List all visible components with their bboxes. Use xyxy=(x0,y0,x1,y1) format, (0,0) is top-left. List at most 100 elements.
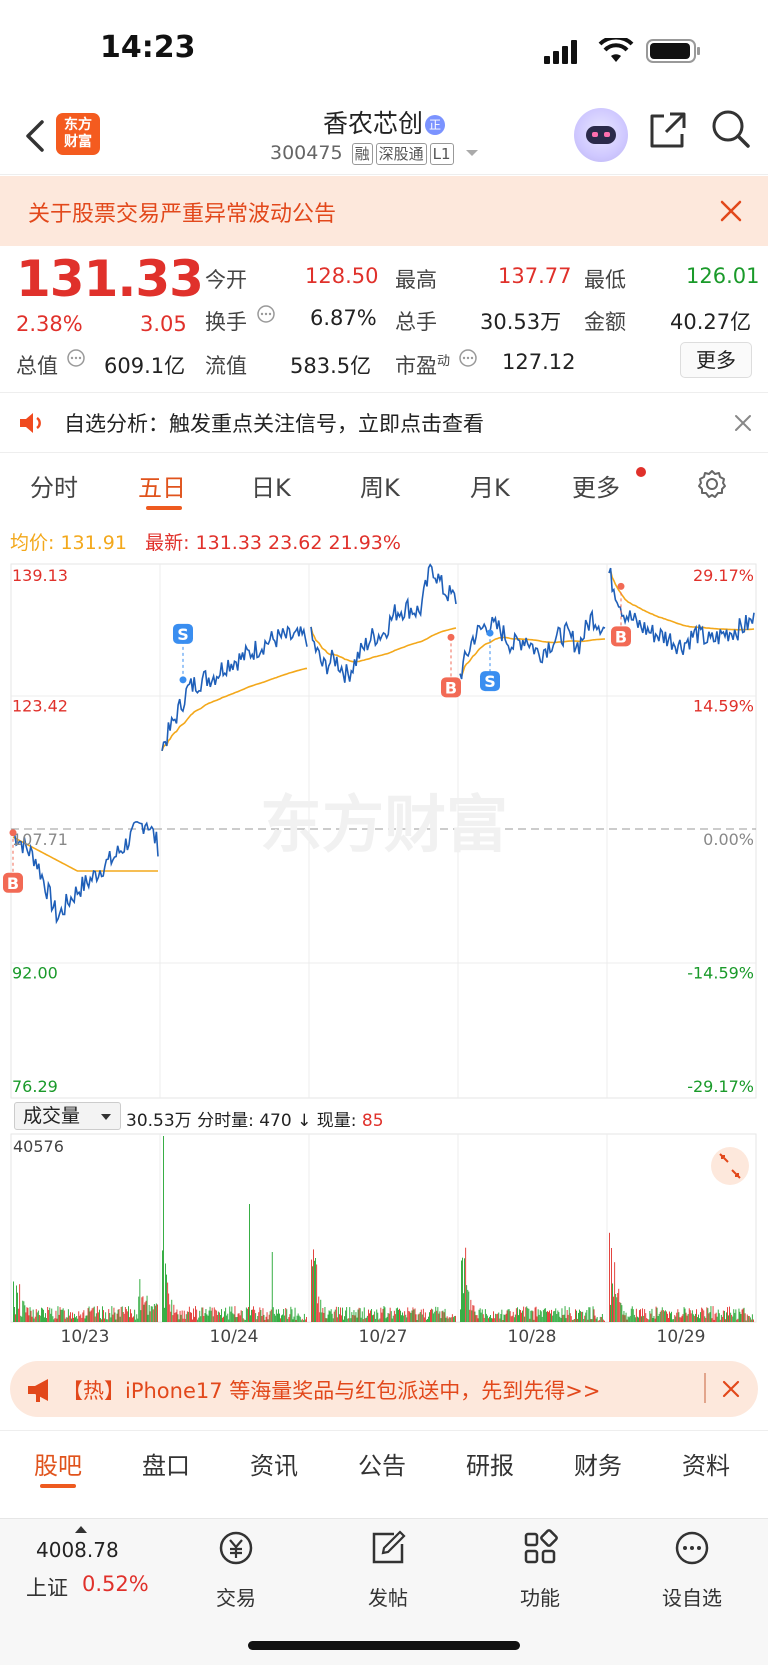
tab-profile[interactable]: 资料 xyxy=(682,1452,730,1480)
volume-bar xyxy=(482,1314,484,1322)
info-icon[interactable] xyxy=(256,304,276,324)
tab-week-k[interactable]: 周K xyxy=(360,474,400,502)
volume-bar xyxy=(424,1312,426,1322)
mcap-label: 总值 xyxy=(16,354,58,378)
tab-intraday[interactable]: 分时 xyxy=(30,474,78,502)
stock-header: 东方 财富 香农芯创正 300475 融深股通 L1 xyxy=(0,100,768,175)
sell-signal-badge[interactable] xyxy=(480,671,500,692)
volume-bar xyxy=(432,1309,434,1322)
volume-bar xyxy=(347,1318,349,1322)
volume-bar xyxy=(301,1318,303,1322)
tab-announcements[interactable]: 公告 xyxy=(358,1452,406,1480)
volume-bar xyxy=(386,1316,388,1322)
more-dots-icon[interactable] xyxy=(672,1528,712,1568)
promo-text[interactable]: 【热】iPhone17 等海量奖品与红包派送中，先到先得>> xyxy=(62,1379,601,1403)
stock-subline[interactable]: 300475 融深股通 L1 xyxy=(270,142,480,165)
volume-bar xyxy=(745,1320,747,1322)
tab-research[interactable]: 研报 xyxy=(466,1452,514,1480)
volume-bar xyxy=(640,1309,641,1322)
tab-day-k[interactable]: 日K xyxy=(251,474,291,502)
expand-button[interactable] xyxy=(711,1147,749,1185)
volume-bar xyxy=(96,1306,98,1322)
tab-more[interactable]: 更多 xyxy=(572,474,620,502)
footer-post[interactable]: 发帖 xyxy=(368,1586,408,1610)
volume-bar xyxy=(120,1307,122,1322)
ai-assistant-avatar[interactable] xyxy=(574,108,628,162)
volume-bar xyxy=(710,1306,712,1322)
tab-orderbook[interactable]: 盘口 xyxy=(142,1452,190,1480)
volume-bar xyxy=(321,1312,323,1322)
analysis-text[interactable]: 自选分析：触发重点关注信号，立即点击查看 xyxy=(64,412,484,436)
tab-news[interactable]: 资讯 xyxy=(250,1452,298,1480)
volume-bar xyxy=(687,1314,689,1322)
volume-bar xyxy=(144,1302,146,1322)
buy-signal-badge[interactable] xyxy=(3,872,23,893)
volume-bar xyxy=(577,1318,578,1322)
info-icon[interactable] xyxy=(66,348,86,368)
volume-bar xyxy=(624,1315,626,1322)
close-icon[interactable] xyxy=(734,414,752,432)
buy-signal-badge[interactable] xyxy=(441,677,461,698)
search-icon[interactable] xyxy=(710,108,752,150)
index-value[interactable]: 4008.78 xyxy=(36,1538,119,1562)
tab-financials[interactable]: 财务 xyxy=(574,1452,622,1480)
volume-bar xyxy=(491,1318,492,1322)
volume-bar xyxy=(292,1319,294,1322)
five-day-price-chart[interactable]: 东方财富 139.13 123.42 107.71 92.00 76.29 29.17% 1… xyxy=(0,556,768,1100)
volume-bar xyxy=(283,1309,285,1322)
tab-month-k[interactable]: 月K xyxy=(470,474,510,502)
footer-trade[interactable]: 交易 xyxy=(216,1586,256,1610)
volume-bar xyxy=(163,1136,164,1322)
close-icon[interactable] xyxy=(720,200,742,222)
volume-bar xyxy=(571,1319,573,1322)
tab-forum[interactable]: 股吧 xyxy=(34,1452,82,1480)
volume-bar xyxy=(368,1309,369,1322)
volume-chart[interactable]: 40576 10/23 10/24 10/27 10/28 10/29 xyxy=(0,1132,768,1350)
expand-up-icon[interactable] xyxy=(74,1524,88,1534)
volume-bar xyxy=(246,1308,248,1322)
index-change[interactable]: 0.52% xyxy=(82,1572,149,1596)
volume-indicator-select[interactable]: 成交量 xyxy=(14,1102,121,1130)
trade-yuan-icon[interactable] xyxy=(216,1528,256,1568)
volume-bar xyxy=(409,1311,411,1322)
compose-post-icon[interactable] xyxy=(368,1528,408,1568)
share-icon[interactable] xyxy=(648,110,688,150)
volume-bar xyxy=(190,1312,191,1322)
apps-grid-icon[interactable] xyxy=(520,1528,560,1568)
footer-functions[interactable]: 功能 xyxy=(520,1586,560,1610)
tab-five-day[interactable]: 五日 xyxy=(138,474,186,502)
more-quote-button[interactable]: 更多 xyxy=(680,342,752,378)
close-icon[interactable] xyxy=(722,1380,740,1398)
volume-bar xyxy=(178,1319,180,1322)
index-name[interactable]: 上证 xyxy=(26,1576,68,1600)
buy-signal-badge[interactable] xyxy=(611,626,631,647)
volume-bar xyxy=(500,1314,502,1322)
divider xyxy=(704,1373,706,1403)
volume-bar xyxy=(222,1317,223,1322)
volume-bar xyxy=(92,1307,94,1322)
volume-bar xyxy=(716,1316,718,1322)
settings-gear-icon[interactable] xyxy=(696,468,728,500)
promo-banner[interactable]: 【热】iPhone17 等海量奖品与红包派送中，先到先得>> xyxy=(10,1361,758,1417)
open-value: 128.50 xyxy=(305,264,379,288)
volume-bar xyxy=(537,1309,539,1322)
volume-bar xyxy=(641,1316,642,1322)
volume-bar xyxy=(107,1319,109,1322)
volume-bar xyxy=(744,1313,746,1322)
back-arrow-icon[interactable] xyxy=(22,118,50,154)
volume-bar xyxy=(735,1309,737,1322)
app-logo[interactable]: 东方 财富 xyxy=(56,113,100,155)
volume-bar xyxy=(136,1314,138,1322)
chevron-down-icon xyxy=(101,1114,111,1120)
info-icon[interactable] xyxy=(458,348,478,368)
volume-bar xyxy=(436,1310,438,1322)
volume-bar xyxy=(187,1311,189,1322)
announcement-text[interactable]: 关于股票交易严重异常波动公告 xyxy=(28,202,337,227)
footer-add-watchlist[interactable]: 设自选 xyxy=(662,1586,722,1610)
volume-bar xyxy=(722,1310,724,1322)
volume-bar xyxy=(230,1311,232,1322)
sell-signal-badge[interactable] xyxy=(173,623,193,644)
avg-value: 131.91 xyxy=(60,532,127,554)
announcement-banner[interactable]: 关于股票交易严重异常波动公告 xyxy=(0,176,768,246)
dropdown-caret-icon[interactable] xyxy=(464,147,480,159)
